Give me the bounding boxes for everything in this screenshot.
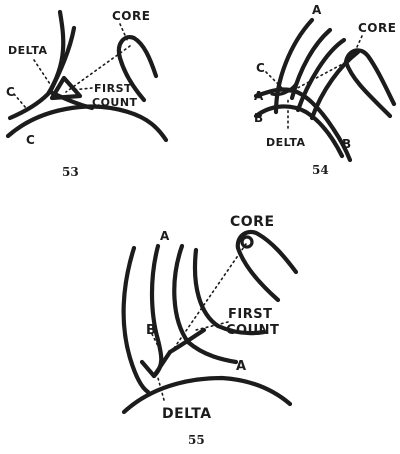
fig53-core-loop <box>116 35 159 103</box>
fig53-delta-pointer <box>33 59 55 91</box>
fig54-delta-label: DELTA <box>266 136 306 149</box>
fig55-core-loop <box>235 229 299 303</box>
fig54-core-pointer <box>351 35 363 59</box>
fig54-number: 54 <box>312 163 329 177</box>
fig55-b-pointer <box>151 333 159 347</box>
fig53-c-upper-pointer <box>13 93 27 109</box>
fig54-a-top-label: A <box>312 3 322 17</box>
fig53-delta-label: DELTA <box>8 44 48 57</box>
fig53-delta-triangle <box>49 75 83 101</box>
figure-54: A CORE C A B DELTA B 54 <box>253 3 397 177</box>
fig55-a-right-label: A <box>236 359 247 374</box>
figure-53: CORE DELTA FIRST COUNT C C 53 <box>5 9 169 179</box>
fig55-delta-triangle <box>139 349 173 379</box>
fig53-c-lower-label: C <box>26 133 35 147</box>
fig55-b-label: B <box>146 323 156 338</box>
fig55-inner-sweep-ridge <box>192 247 267 336</box>
fig55-first-count-label-1: FIRST <box>228 307 272 322</box>
fig53-number: 53 <box>62 165 79 179</box>
fig55-number: 55 <box>188 433 205 447</box>
fig54-delta-lower-ridge <box>253 104 345 159</box>
fig54-ridge-1 <box>273 17 315 115</box>
fig54-core-loop <box>343 48 397 119</box>
fig54-delta-fork <box>270 82 298 97</box>
fig54-b-left-label: B <box>254 111 264 125</box>
fig53-first-count-label-2: COUNT <box>92 96 138 109</box>
fig55-middle-ridge <box>172 243 239 365</box>
fig55-outer-left-ridge <box>121 245 151 395</box>
fig54-c-label: C <box>256 61 265 75</box>
fig54-b-right-label: B <box>342 137 352 151</box>
fig55-delta-pointer <box>157 377 165 401</box>
fig53-core-pointer <box>119 23 129 43</box>
figure-55: CORE A FIRST COUNT B A DELTA 55 <box>121 214 299 447</box>
fig55-first-count-label-2: COUNT <box>226 323 279 338</box>
fig54-core-label: CORE <box>358 21 396 35</box>
fig54-a-left-label: A <box>254 89 264 103</box>
fig53-first-count-pointer <box>71 87 93 91</box>
fig53-delta-right-ridge <box>47 25 95 111</box>
fig55-a-top-label: A <box>160 229 170 243</box>
fig55-count-line <box>169 243 247 355</box>
fig53-c-upper-label: C <box>6 85 15 99</box>
fig54-count-line <box>289 59 351 93</box>
fig54-c-pointer <box>265 71 285 91</box>
fig53-lower-ridge <box>5 104 169 143</box>
fig54-delta-upper-ridge <box>253 87 353 163</box>
fig55-first-count-pointer <box>195 321 229 331</box>
fig55-lower-ridge <box>121 375 293 415</box>
fig55-core-label: CORE <box>230 214 275 230</box>
fig53-first-count-label-1: FIRST <box>94 82 132 95</box>
fig55-inner-left-ridge <box>149 243 164 379</box>
fig53-core-label: CORE <box>112 9 150 23</box>
fig55-delta-label: DELTA <box>162 406 212 422</box>
fig55-core-circle <box>240 235 254 249</box>
fig53-delta-left-ridge <box>7 9 66 121</box>
fig54-ridge-3 <box>295 37 347 113</box>
